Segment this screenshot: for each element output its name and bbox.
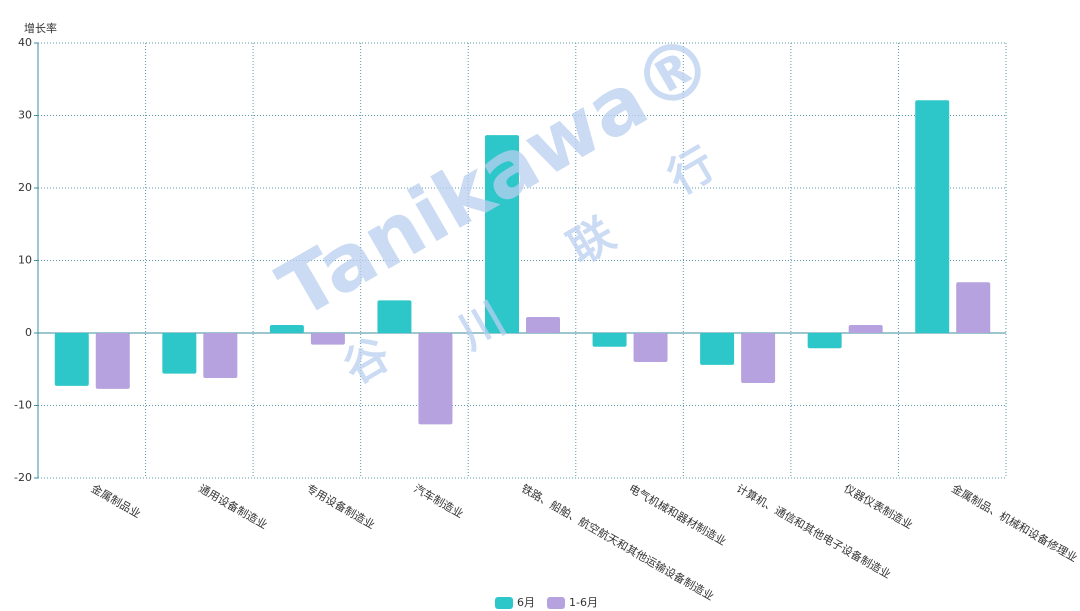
watermark-char: 联 [560,208,624,274]
bar [95,333,130,389]
x-tick-label: 通用设备制造业 [196,481,270,532]
bar [700,333,735,365]
x-tick-label: 金属制品业 [89,481,144,521]
bar [592,333,627,347]
x-tick-label: 仪器仪表制造业 [842,481,916,532]
bar [633,333,668,362]
legend-swatch [547,597,565,609]
bar [741,333,776,384]
bar [269,325,304,333]
bar [162,333,197,374]
y-tick-label: -10 [14,399,32,412]
bar [526,317,560,333]
bar [54,333,89,386]
bar [203,333,238,378]
y-tick-label: 10 [18,254,32,267]
bar [485,135,519,333]
y-tick-label: -20 [14,471,32,484]
watermark-char: 行 [660,138,724,204]
bar [310,333,345,345]
y-tick-label: 40 [18,36,32,49]
x-tick-label: 金属制品、机械和设备修理业 [949,481,1080,565]
bar [956,282,991,333]
x-tick-label: 电气机械和器材制造业 [627,481,729,548]
legend-label: 6月 [517,596,535,609]
y-tick-label: 20 [18,181,32,194]
y-tick-label: 30 [18,109,32,122]
bar [915,100,950,334]
bar [848,325,883,333]
bar [807,333,842,349]
y-axis-label: 增长率 [24,21,57,35]
x-tick-label: 专用设备制造业 [304,481,378,532]
x-tick-label: 铁路、船舶、航空航天和其他运输设备制造业 [519,481,717,603]
legend-swatch [495,597,513,609]
x-tick-label: 汽车制造业 [411,481,466,521]
legend-label: 1-6月 [569,596,598,609]
bar [418,333,453,425]
bar [377,300,412,333]
y-tick-label: 0 [25,326,32,339]
